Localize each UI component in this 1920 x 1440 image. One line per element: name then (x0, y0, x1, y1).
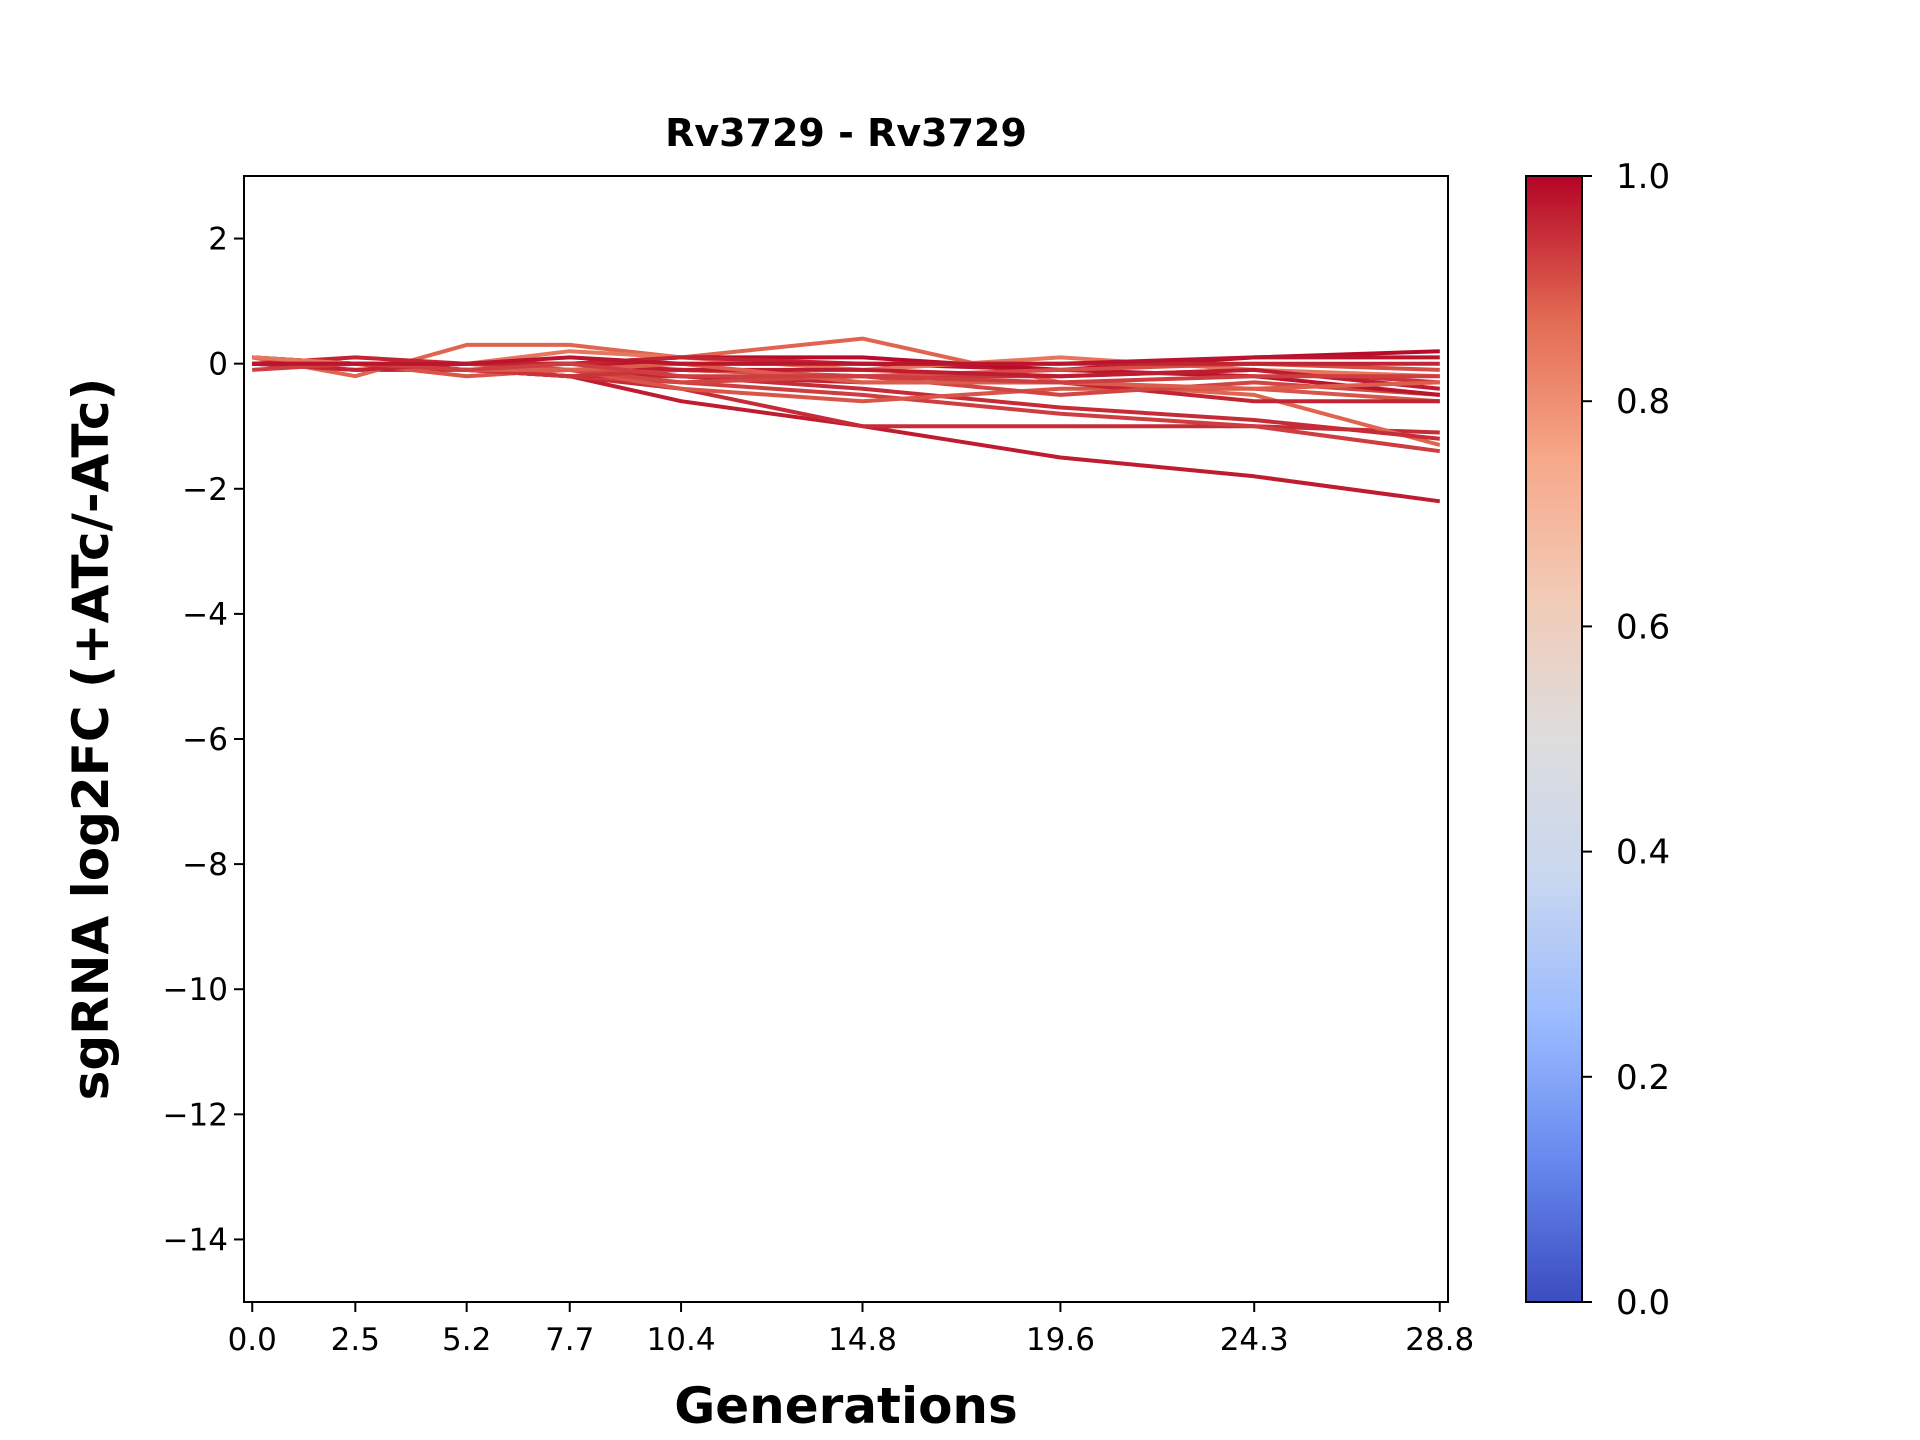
plot-frame (243, 175, 1449, 1303)
y-tick-label: −4 (182, 597, 228, 633)
colorbar-tick-label: 0.0 (1616, 1283, 1670, 1323)
y-tick-label: 2 (208, 222, 228, 258)
x-axis: 0.0 2.5 5.2 7.7 10.4 14.8 19.6 24.3 28.8 (228, 1302, 1474, 1358)
colorbar (1525, 175, 1583, 1303)
x-tick-label: 24.3 (1220, 1322, 1289, 1358)
y-tick-label: −8 (182, 847, 228, 883)
x-tick-label: 28.8 (1405, 1322, 1474, 1358)
colorbar-tick-label: 0.4 (1616, 833, 1670, 873)
colorbar-tick-label: 0.8 (1616, 382, 1670, 422)
x-tick-label: 10.4 (647, 1322, 716, 1358)
series-line-17 (252, 361, 1440, 385)
x-tick-label: 14.8 (828, 1322, 897, 1358)
y-tick-label: −6 (182, 722, 228, 758)
y-tick-label: −2 (182, 472, 228, 508)
x-tick-label: 0.0 (228, 1322, 277, 1358)
y-tick-label: −10 (163, 972, 228, 1008)
colorbar-tick-label: 0.2 (1616, 1058, 1670, 1098)
x-tick-label: 7.7 (545, 1322, 594, 1358)
x-tick-label: 5.2 (442, 1322, 491, 1358)
series-lines (251, 336, 1441, 504)
series-line-18 (252, 355, 1440, 366)
y-tick-label: 0 (208, 347, 228, 383)
chart-title: Rv3729 - Rv3729 (665, 111, 1027, 155)
series-line-1 (252, 361, 1441, 504)
series-line-16 (252, 355, 1440, 372)
y-tick-label: −12 (163, 1097, 228, 1133)
y-axis: 2 0 −2 −4 −6 −8 −10 −12 −14 (163, 222, 244, 1258)
x-tick-label: 19.6 (1026, 1322, 1095, 1358)
y-axis-label: sgRNA log2FC (+ATc/-ATc) (62, 378, 120, 1101)
colorbar-tick-label: 1.0 (1616, 157, 1670, 197)
y-tick-label: −14 (163, 1222, 228, 1258)
x-axis-label: Generations (674, 1377, 1018, 1435)
colorbar-axis: 0.0 0.2 0.4 0.6 0.8 1.0 (1582, 157, 1670, 1323)
x-tick-label: 2.5 (331, 1322, 380, 1358)
colorbar-tick-label: 0.6 (1616, 607, 1670, 647)
